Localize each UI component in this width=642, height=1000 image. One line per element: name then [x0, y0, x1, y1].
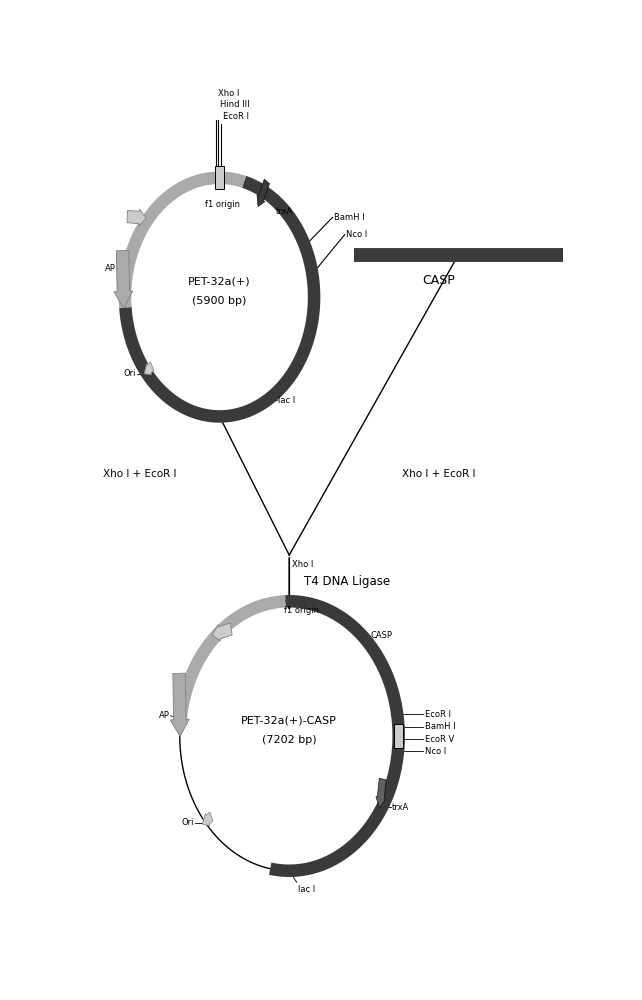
Text: Ori: Ori — [124, 369, 136, 378]
Text: lac I: lac I — [298, 885, 315, 894]
Text: Ori: Ori — [182, 818, 195, 827]
Text: CASP: CASP — [422, 274, 455, 287]
Text: EcoR I: EcoR I — [223, 112, 248, 121]
Text: CASP: CASP — [371, 631, 393, 640]
Text: Nco I: Nco I — [346, 230, 367, 239]
FancyArrow shape — [170, 673, 189, 737]
Text: BamH I: BamH I — [425, 722, 456, 731]
Text: Xho I: Xho I — [291, 560, 313, 569]
Text: f1 origin: f1 origin — [205, 200, 239, 209]
Text: Xho I + EcoR I: Xho I + EcoR I — [103, 469, 177, 479]
Bar — [394, 724, 403, 748]
Text: Hind III: Hind III — [220, 100, 250, 109]
Text: Xho I + EcoR I: Xho I + EcoR I — [402, 469, 475, 479]
FancyArrow shape — [213, 623, 232, 641]
Text: Nco I: Nco I — [425, 747, 446, 756]
Text: Xho I: Xho I — [218, 89, 239, 98]
Text: T4 DNA Ligase: T4 DNA Ligase — [304, 576, 390, 588]
FancyArrow shape — [202, 812, 213, 826]
FancyArrow shape — [376, 778, 386, 808]
Text: trxA: trxA — [276, 207, 293, 216]
Text: EcoR V: EcoR V — [425, 735, 455, 744]
Text: BamH I: BamH I — [334, 213, 365, 222]
FancyArrow shape — [127, 209, 146, 226]
FancyArrow shape — [114, 250, 133, 308]
FancyArrow shape — [257, 179, 270, 206]
Text: lac I: lac I — [278, 396, 295, 405]
Text: (7202 bp): (7202 bp) — [262, 735, 317, 745]
FancyArrow shape — [144, 362, 154, 375]
Text: PET-32a(+): PET-32a(+) — [188, 277, 251, 287]
Text: AP: AP — [159, 711, 169, 720]
Text: trxA: trxA — [392, 803, 409, 812]
Text: f1 origin: f1 origin — [284, 606, 319, 615]
Bar — [215, 166, 224, 189]
Text: PET-32a(+)-CASP: PET-32a(+)-CASP — [241, 716, 337, 726]
Text: (5900 bp): (5900 bp) — [193, 296, 247, 306]
Text: EcoR I: EcoR I — [425, 710, 451, 719]
Text: AP: AP — [105, 264, 116, 273]
